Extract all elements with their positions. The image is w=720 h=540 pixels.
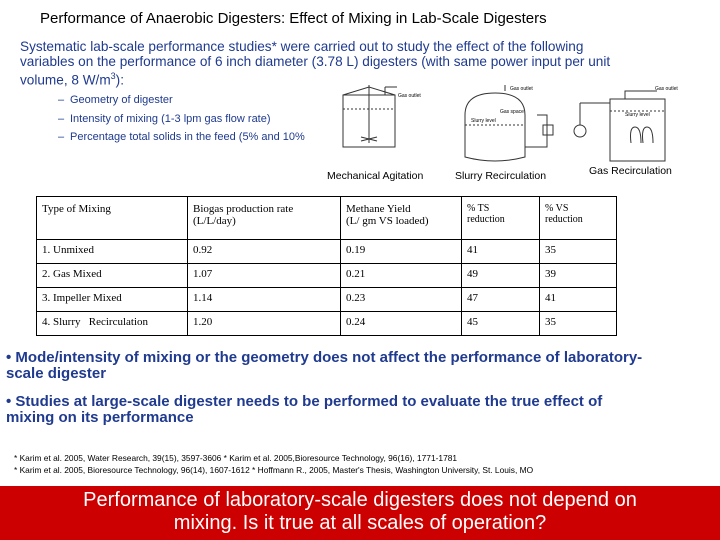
slurry-level-label-1: Slurry level (471, 118, 496, 124)
table-cell: 0.24 (340, 311, 462, 336)
table-cell: 0.23 (340, 287, 462, 312)
digester-diagram: Gas outlet Gas outlet Slurry level Gas s… (327, 85, 678, 182)
intro-line-1: Systematic lab-scale performance studies… (20, 39, 584, 54)
banner-line-2: mixing. Is it true at all scales of oper… (173, 512, 547, 534)
results-table: Type of Mixing Biogas production rate (L/… (36, 196, 617, 336)
conclusion-banner: Performance of laboratory-scale digester… (0, 486, 720, 540)
table-cell: 41 (461, 239, 540, 264)
reference-line: * Karim et al. 2005, Bioresource Technol… (14, 465, 534, 475)
intro-line-2: variables on the performance of 6 inch d… (20, 54, 611, 69)
gas-outlet-label-2: Gas outlet (510, 86, 533, 92)
slide-title: Performance of Anaerobic Digesters: Effe… (40, 10, 547, 27)
figure-label-slurry: Slurry Recirculation (455, 170, 546, 182)
table-cell: 0.92 (187, 239, 341, 264)
table-cell: 45 (461, 311, 540, 336)
slurry-level-label-2: Slurry level (625, 112, 650, 118)
table-header-cell: % TS reduction (461, 196, 540, 240)
table-row: 4. Slurry Recirculation 1.20 0.24 45 35 (36, 311, 617, 336)
references: * Karim et al. 2005, Water Research, 39(… (14, 452, 533, 476)
figure-label-gas: Gas Recirculation (589, 165, 672, 177)
intro-paragraph: Systematic lab-scale performance studies… (20, 39, 720, 88)
table-header-cell: Methane Yield (L/ gm VS loaded) (340, 196, 462, 240)
table-row: 3. Impeller Mixed 1.14 0.23 47 41 (36, 287, 617, 312)
mechanical-agitation-digester (342, 85, 397, 148)
table-cell: 4. Slurry Recirculation (36, 311, 188, 336)
intro-superscript: 3 (110, 71, 116, 81)
table-cell: 0.19 (340, 239, 462, 264)
intro-line-3: volume, 8 W/m3): (20, 69, 720, 88)
results-table-wrapper: Type of Mixing Biogas production rate (L/… (36, 196, 617, 336)
intro-line-3-end: ): (115, 72, 124, 88)
finding-2: • Studies at large-scale digester needs … (6, 393, 603, 426)
table-cell: 47 (461, 287, 540, 312)
figure-label-mechanical: Mechanical Agitation (327, 170, 423, 182)
table-cell: 35 (539, 311, 617, 336)
table-cell: 0.21 (340, 263, 462, 288)
table-header-cell: % VS reduction (539, 196, 617, 240)
table-cell: 1.07 (187, 263, 341, 288)
table-cell: 1.20 (187, 311, 341, 336)
gas-space-label: Gas space (500, 109, 524, 115)
gas-outlet-label-1: Gas outlet (398, 93, 421, 99)
table-cell: 1.14 (187, 287, 341, 312)
intro-line-3-text: volume, 8 W/m (20, 72, 111, 88)
table-row: 2. Gas Mixed 1.07 0.21 49 39 (36, 263, 617, 288)
table-cell: 3. Impeller Mixed (36, 287, 188, 312)
table-cell: 49 (461, 263, 540, 288)
table-cell: 1. Unmixed (36, 239, 188, 264)
variable-item: – Percentage total solids in the feed (5%… (58, 131, 305, 143)
table-cell: 39 (539, 263, 617, 288)
table-cell: 35 (539, 239, 617, 264)
finding-1: • Mode/intensity of mixing or the geomet… (6, 349, 643, 382)
variable-list: – Geometry of digester – Intensity of mixi… (58, 91, 305, 147)
table-header-cell: Biogas production rate (L/L/day) (187, 196, 341, 240)
slurry-recirculation-digester (464, 85, 554, 162)
banner-line-1: Performance of laboratory-scale digester… (83, 489, 637, 511)
gas-recirculation-digester (573, 90, 666, 162)
table-cell: 2. Gas Mixed (36, 263, 188, 288)
table-row: 1. Unmixed 0.92 0.19 41 35 (36, 239, 617, 264)
reference-line: * Karim et al. 2005, Water Research, 39(… (14, 453, 458, 463)
gas-outlet-label-3: Gas outlet (655, 86, 678, 92)
table-header-row: Type of Mixing Biogas production rate (L/… (36, 196, 617, 240)
variable-item: – Intensity of mixing (1-3 lpm gas flow r… (58, 112, 271, 125)
table-header-cell: Type of Mixing (36, 196, 188, 240)
table-cell: 41 (539, 287, 617, 312)
variable-item: – Geometry of digester (58, 94, 173, 106)
